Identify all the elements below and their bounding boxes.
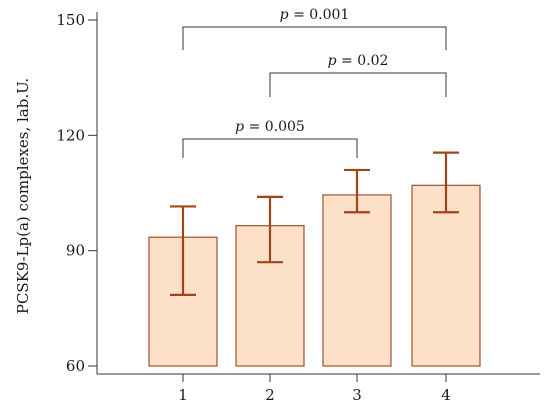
p-symbol: p [235, 119, 244, 135]
p-value-text: = 0.005 [244, 119, 305, 135]
y-tick-label: 120 [56, 126, 85, 144]
p-value-label: p = 0.005 [235, 119, 305, 135]
p-symbol: p [280, 7, 289, 23]
p-symbol: p [328, 53, 337, 69]
p-value-label: p = 0.02 [328, 53, 389, 69]
y-tick-label: 90 [66, 242, 85, 260]
x-tick-label: 2 [265, 386, 275, 404]
x-tick-label: 1 [178, 386, 188, 404]
p-value-label: p = 0.001 [280, 7, 350, 23]
bars [148, 184, 481, 367]
y-axis-label: PCSK9-Lp(a) complexes, lab.U. [14, 78, 32, 314]
x-tick-label: 3 [352, 386, 362, 404]
bar [322, 194, 392, 367]
y-tick-label: 150 [56, 11, 85, 29]
p-value-text: = 0.001 [289, 7, 350, 23]
p-value-text: = 0.02 [337, 53, 389, 69]
error-bars [170, 151, 459, 296]
x-tick-label: 4 [441, 386, 451, 404]
y-tick-label: 60 [66, 357, 85, 375]
significance-bracket [269, 72, 447, 97]
significance-bracket [182, 138, 358, 158]
axes: 60 90 120 150 1 2 3 4 [56, 11, 540, 404]
significance-bracket [182, 26, 447, 50]
